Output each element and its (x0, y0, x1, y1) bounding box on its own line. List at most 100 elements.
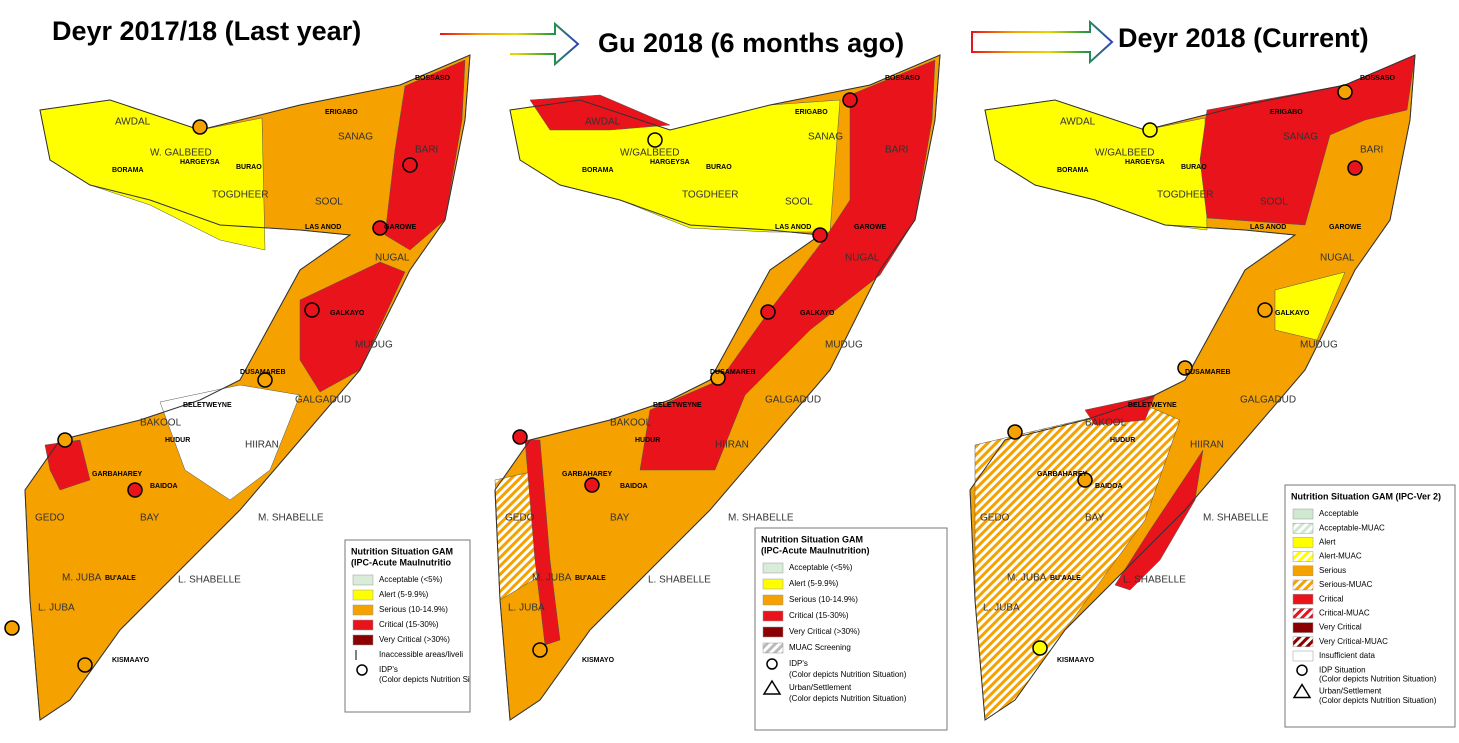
legend-label: (Color depicts Nutrition Si (379, 675, 470, 684)
town-label: LAS ANOD (305, 224, 341, 231)
legend-swatch (352, 634, 374, 646)
region-label: W/GALBEED (1095, 148, 1154, 159)
idp-marker (1337, 84, 1353, 100)
region-label: HIIRAN (245, 440, 279, 451)
region-label: L. SHABELLE (178, 575, 241, 586)
legend-symbol (766, 658, 778, 670)
region-label: M. SHABELLE (1203, 513, 1269, 524)
region-label: SOOL (785, 197, 813, 208)
legend: Nutrition Situation GAM (IPC-Ver 2) Accep… (1284, 484, 1456, 728)
legend-label: Alert-MUAC (1319, 552, 1362, 561)
legend-label: IDP's (379, 665, 398, 674)
idp-marker (372, 220, 388, 236)
region-label: BARI (415, 145, 438, 156)
town-label: KISMAYO (582, 657, 615, 664)
region-label: TOGDHEER (682, 190, 739, 201)
legend-swatch (1292, 636, 1314, 648)
nutrition-zone (524, 439, 561, 646)
region-label: L. SHABELLE (648, 575, 711, 586)
legend-swatch (1292, 522, 1314, 534)
legend-swatch (1292, 579, 1314, 591)
legend-swatch (762, 578, 784, 590)
legend-swatch (352, 619, 374, 631)
region-label: L. JUBA (508, 603, 545, 614)
nutrition-zone (159, 384, 301, 501)
arrow (440, 21, 580, 67)
region-label: MUDUG (1300, 340, 1338, 351)
legend-heading: Nutrition Situation GAM (351, 546, 453, 556)
region-label: M. JUBA (1007, 573, 1047, 584)
town-label: KISMAAYO (1057, 657, 1095, 664)
legend-label: Inaccessible areas/liveli (379, 650, 463, 659)
legend-symbol (356, 664, 368, 676)
idp-marker (4, 620, 20, 636)
legend-swatch (762, 562, 784, 574)
town-label: HARGEYSA (650, 159, 690, 166)
region-label: HIIRAN (715, 440, 749, 451)
town-label: DUSAMAREB (1185, 369, 1231, 376)
region-label: M. JUBA (532, 573, 572, 584)
town-label: GARBAHAREY (562, 471, 613, 478)
legend-label: Serious (10-14.9%) (379, 605, 448, 614)
legend-swatch (762, 594, 784, 606)
legend-swatch (1292, 622, 1314, 633)
town-label: BAIDOA (150, 483, 178, 490)
legend-label: Alert (5-9.9%) (789, 579, 839, 588)
legend-label: (Color depicts Nutrition Situation) (789, 694, 907, 703)
town-label: LAS ANOD (1250, 224, 1286, 231)
legend-swatch (1292, 565, 1314, 577)
town-label: BOSSASO (1360, 75, 1396, 82)
legend-label: Acceptable (1319, 509, 1359, 518)
idp-marker (192, 119, 208, 135)
town-label: BU'AALE (575, 575, 606, 582)
town-label: HUDUR (1110, 437, 1135, 444)
town-label: BU'AALE (105, 575, 136, 582)
region-label: GALGADUD (1240, 395, 1296, 406)
town-label: GARBAHAREY (92, 471, 143, 478)
region-label: M. JUBA (62, 573, 102, 584)
panel-title: Gu 2018 (6 months ago) (598, 28, 904, 58)
nutrition-zone (44, 439, 91, 491)
legend-swatch (352, 604, 374, 616)
town-label: BELETWEYNE (653, 402, 702, 409)
legend-symbol (1292, 683, 1312, 699)
legend-label: (Color depicts Nutrition Situation) (1319, 696, 1437, 705)
town-label: GAROWE (384, 224, 417, 231)
town-label: BAIDOA (620, 483, 648, 490)
legend-label: (Color depicts Nutrition Situation) (1319, 675, 1437, 684)
legend-label: Acceptable (<5%) (789, 563, 853, 572)
legend-label: MUAC Screening (789, 643, 851, 652)
idp-marker (1032, 640, 1048, 656)
town-label: LAS ANOD (775, 224, 811, 231)
idp-marker (512, 429, 528, 445)
town-label: HUDUR (635, 437, 660, 444)
maps: AWDAL W. GALBEED SANAG BARI TOGDHEER SOOL NUGA… (4, 54, 1416, 721)
region-label: L. JUBA (38, 603, 75, 614)
legend-label: Critical (15-30%) (789, 611, 849, 620)
idp-marker (1257, 302, 1273, 318)
legend-label: (Color depicts Nutrition Situation) (789, 670, 907, 679)
legend-heading: (IPC-Acute Maulnutritio (351, 557, 451, 567)
region-label: M. SHABELLE (258, 513, 324, 524)
region-label: SOOL (315, 197, 343, 208)
idp-marker (257, 372, 273, 388)
legend-label: Serious (1319, 566, 1346, 575)
legend-label: IDP Situation (1319, 665, 1366, 674)
legend-swatch (762, 642, 784, 654)
legend-label: Urban/Settlement (789, 683, 852, 692)
legend-label: Serious-MUAC (1319, 580, 1373, 589)
region-label: BAKOOL (140, 418, 182, 429)
legend-label: IDP's (789, 659, 808, 668)
legend-label: Critical-MUAC (1319, 609, 1370, 618)
panel-title: Deyr 2018 (Current) (1118, 23, 1369, 53)
legend-label: Critical (1319, 594, 1344, 603)
town-label: ERIGABO (1270, 109, 1303, 116)
legend-swatch (1292, 593, 1314, 605)
region-label: TOGDHEER (1157, 190, 1214, 201)
town-label: HUDUR (165, 437, 190, 444)
nutrition-zone (384, 59, 466, 251)
legend-heading: Nutrition Situation GAM (761, 534, 863, 544)
map-panel: AWDAL W. GALBEED SANAG BARI TOGDHEER SOOL NUGA… (4, 54, 471, 721)
town-label: BAIDOA (1095, 483, 1123, 490)
region-label: NUGAL (375, 253, 410, 264)
